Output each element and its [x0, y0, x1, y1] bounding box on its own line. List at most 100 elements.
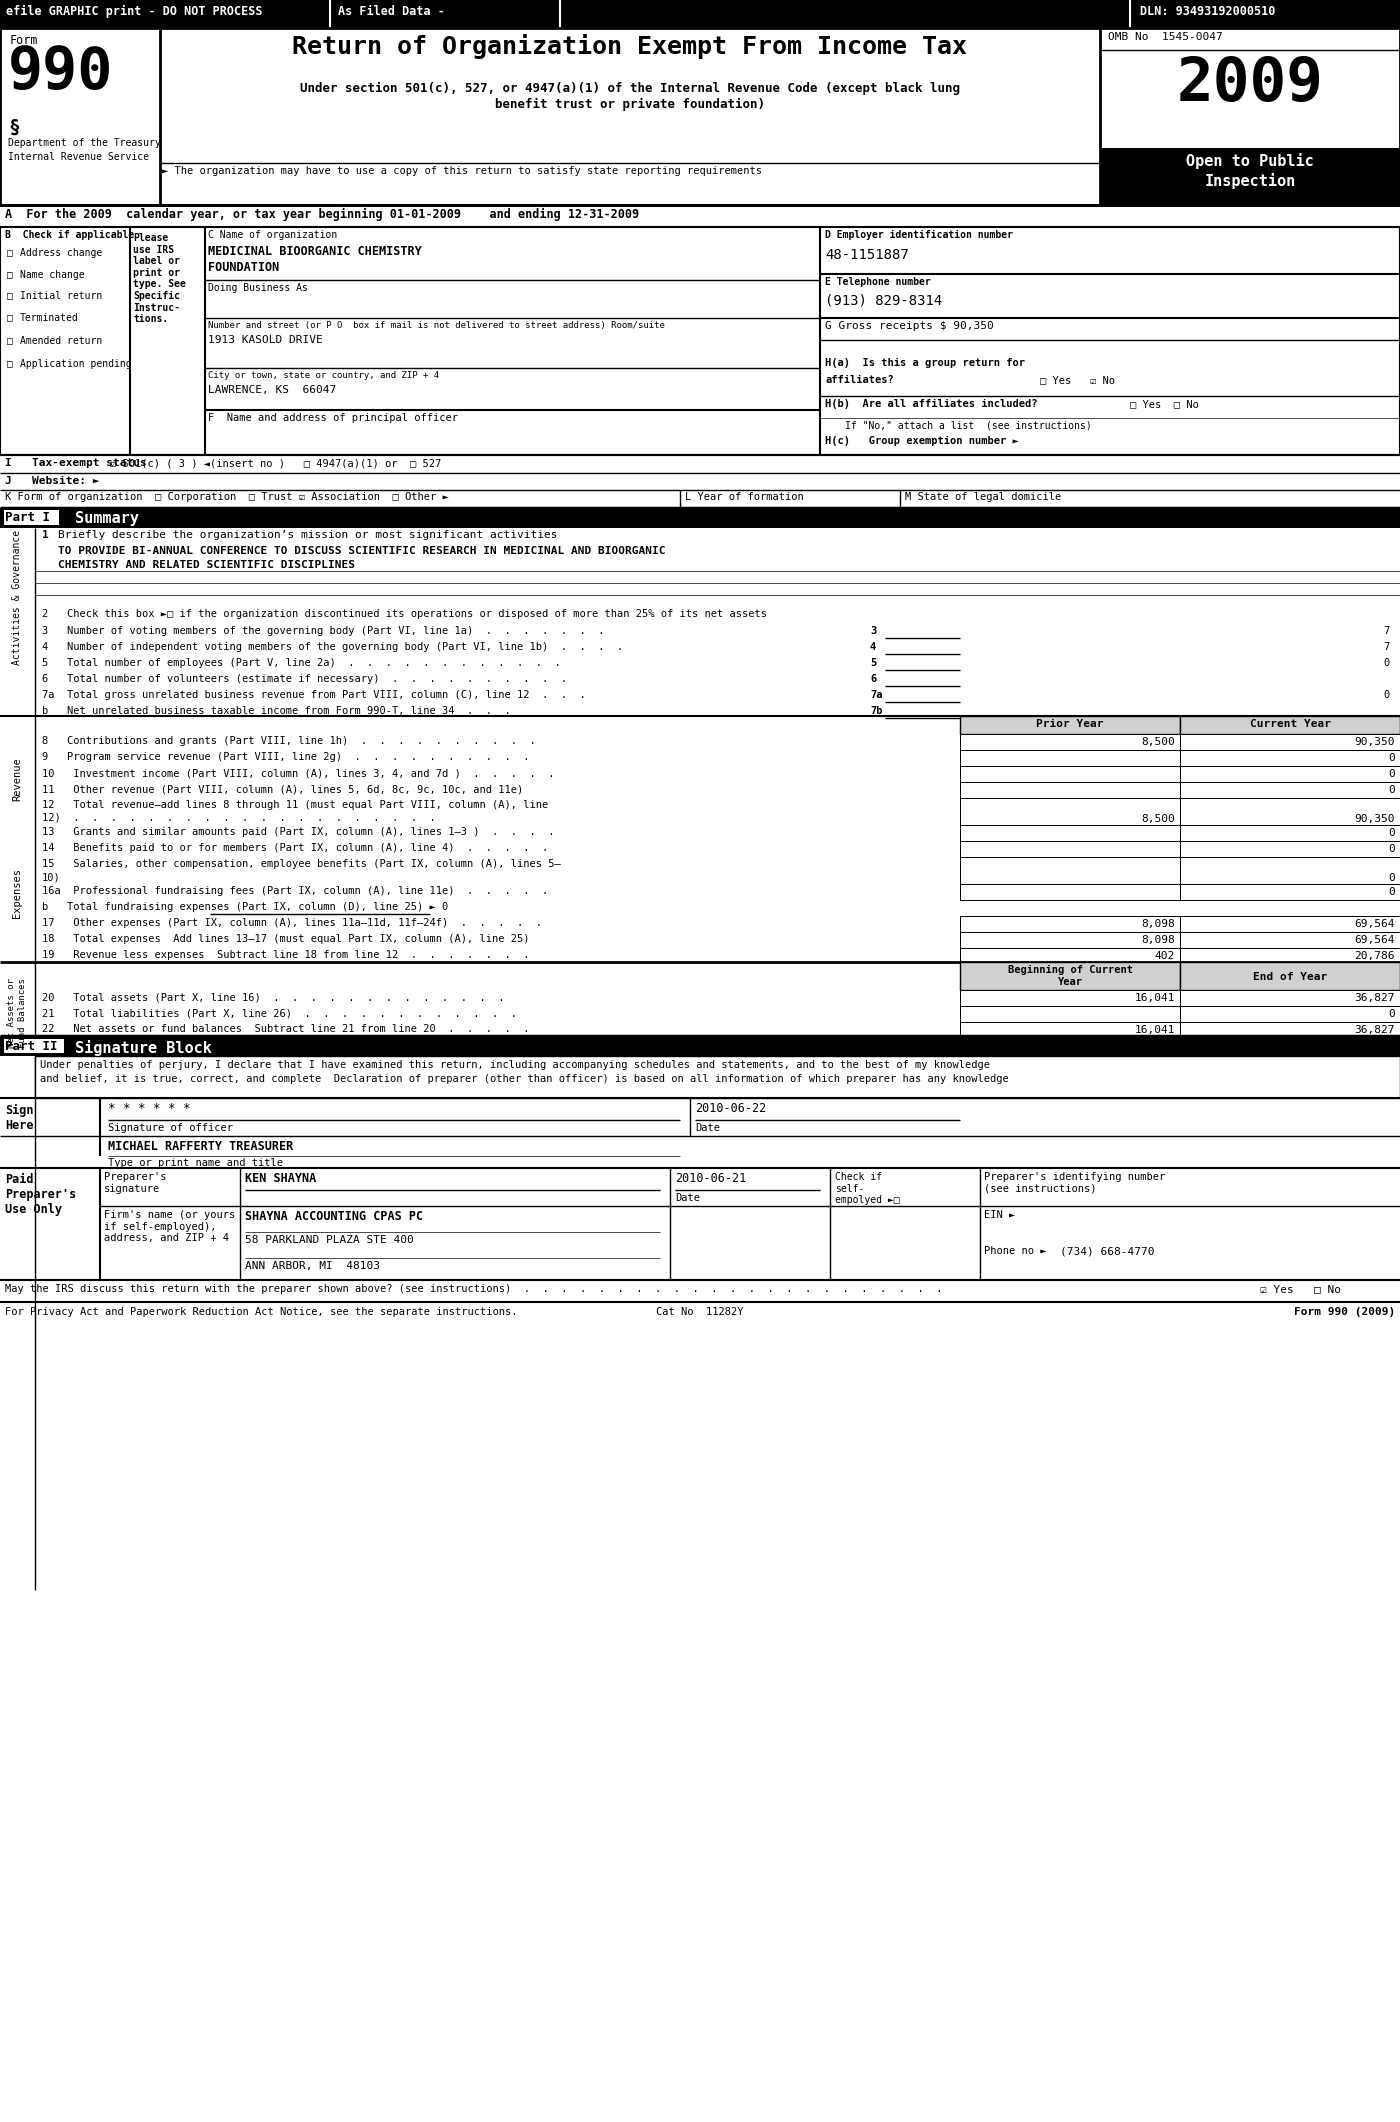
- Text: (734) 668-4770: (734) 668-4770: [1060, 1246, 1155, 1256]
- Text: If "No," attach a list  (see instructions): If "No," attach a list (see instructions…: [846, 420, 1092, 431]
- Bar: [0, 0, 1400, 28]
- Text: □: □: [7, 291, 13, 301]
- Text: 0: 0: [1383, 690, 1390, 700]
- Text: ► The organization may have to use a copy of this return to satisfy state report: ► The organization may have to use a cop…: [162, 166, 762, 176]
- Bar: [960, 991, 1180, 1006]
- Text: 1: 1: [42, 530, 49, 539]
- Bar: [4, 1040, 64, 1053]
- Text: 0: 0: [1389, 828, 1394, 838]
- Text: H(a)  Is this a group return for: H(a) Is this a group return for: [825, 359, 1025, 367]
- Bar: [1180, 766, 1400, 783]
- Text: Phone no ►: Phone no ►: [984, 1246, 1047, 1256]
- Text: Open to Public: Open to Public: [1186, 153, 1313, 170]
- Bar: [1180, 825, 1400, 840]
- Text: 0: 0: [1389, 1008, 1394, 1019]
- Bar: [960, 798, 1180, 825]
- Text: 6: 6: [869, 675, 876, 683]
- Bar: [960, 1006, 1180, 1023]
- Text: For Privacy Act and Paperwork Reduction Act Notice, see the separate instruction: For Privacy Act and Paperwork Reduction …: [6, 1307, 518, 1318]
- Text: □: □: [7, 248, 13, 259]
- Text: Prior Year: Prior Year: [1036, 719, 1103, 730]
- Text: Current Year: Current Year: [1249, 719, 1330, 730]
- Text: benefit trust or private foundation): benefit trust or private foundation): [496, 98, 764, 110]
- Text: 58 PARKLAND PLAZA STE 400: 58 PARKLAND PLAZA STE 400: [245, 1235, 414, 1246]
- Text: May the IRS discuss this return with the preparer shown above? (see instructions: May the IRS discuss this return with the…: [6, 1284, 942, 1294]
- Text: Briefly describe the organization’s mission or most significant activities: Briefly describe the organization’s miss…: [57, 530, 557, 539]
- Bar: [960, 840, 1180, 857]
- Text: 0: 0: [1389, 753, 1394, 764]
- Text: 3: 3: [869, 626, 876, 637]
- Text: J   Website: ►: J Website: ►: [6, 475, 99, 486]
- Text: 16,041: 16,041: [1134, 993, 1175, 1004]
- Text: End of Year: End of Year: [1253, 972, 1327, 982]
- Text: I   Tax-exempt status: I Tax-exempt status: [6, 458, 147, 469]
- Text: Internal Revenue Service: Internal Revenue Service: [8, 153, 148, 161]
- Text: 13   Grants and similar amounts paid (Part IX, column (A), lines 1–3 )  .  .  . : 13 Grants and similar amounts paid (Part…: [42, 828, 554, 836]
- Text: 0: 0: [1389, 845, 1394, 853]
- Text: H(c)   Group exemption number ►: H(c) Group exemption number ►: [825, 435, 1019, 446]
- Text: City or town, state or country, and ZIP + 4: City or town, state or country, and ZIP …: [209, 371, 440, 380]
- Text: 18   Total expenses  Add lines 13–17 (must equal Part IX, column (A), line 25): 18 Total expenses Add lines 13–17 (must …: [42, 934, 529, 944]
- Text: B  Check if applicable: B Check if applicable: [6, 229, 134, 240]
- Bar: [0, 28, 1400, 206]
- Text: Net Assets or
Fund Balances: Net Assets or Fund Balances: [7, 978, 27, 1048]
- Text: * * * * * *: * * * * * *: [108, 1101, 190, 1114]
- Text: □: □: [7, 359, 13, 369]
- Text: 8,500: 8,500: [1141, 815, 1175, 823]
- Text: ANN ARBOR, MI  48103: ANN ARBOR, MI 48103: [245, 1260, 379, 1271]
- Text: Address change: Address change: [20, 248, 102, 259]
- Text: §: §: [8, 119, 20, 138]
- Text: DLN: 93493192000510: DLN: 93493192000510: [1140, 4, 1275, 17]
- Text: 402: 402: [1155, 951, 1175, 961]
- Text: 7: 7: [1383, 626, 1390, 637]
- Bar: [960, 857, 1180, 885]
- Text: b   Total fundraising expenses (Part IX, column (D), line 25) ► 0: b Total fundraising expenses (Part IX, c…: [42, 902, 448, 912]
- Text: □ Yes  □ No: □ Yes □ No: [1130, 399, 1198, 410]
- Text: □: □: [7, 335, 13, 346]
- Text: Date: Date: [694, 1123, 720, 1133]
- Text: 48-1151887: 48-1151887: [825, 248, 909, 261]
- Bar: [1180, 885, 1400, 900]
- Text: affiliates?: affiliates?: [825, 376, 893, 384]
- Text: FOUNDATION: FOUNDATION: [209, 261, 279, 274]
- Text: Expenses: Expenses: [13, 868, 22, 919]
- Bar: [960, 885, 1180, 900]
- Text: L Year of formation: L Year of formation: [685, 492, 804, 503]
- Bar: [1180, 917, 1400, 932]
- Text: Preparer's
signature: Preparer's signature: [104, 1171, 167, 1193]
- Text: 2010-06-21: 2010-06-21: [675, 1171, 746, 1184]
- Bar: [1180, 1023, 1400, 1038]
- Text: SHAYNA ACCOUNTING CPAS PC: SHAYNA ACCOUNTING CPAS PC: [245, 1210, 423, 1222]
- Text: EIN ►: EIN ►: [984, 1210, 1015, 1220]
- Bar: [1180, 783, 1400, 798]
- Text: Amended return: Amended return: [20, 335, 102, 346]
- Text: 9   Program service revenue (Part VIII, line 2g)  .  .  .  .  .  .  .  .  .  .: 9 Program service revenue (Part VIII, li…: [42, 751, 529, 762]
- Text: 5: 5: [869, 658, 876, 668]
- Text: Inspection: Inspection: [1204, 174, 1295, 189]
- Text: Department of the Treasury: Department of the Treasury: [8, 138, 161, 149]
- Text: 0: 0: [1389, 768, 1394, 779]
- Text: OMB No  1545-0047: OMB No 1545-0047: [1107, 32, 1222, 42]
- Text: Please
use IRS
label or
print or
type. See
Specific
Instruc-
tions.: Please use IRS label or print or type. S…: [133, 233, 186, 325]
- Text: 12)  .  .  .  .  .  .  .  .  .  .  .  .  .  .  .  .  .  .  .  .: 12) . . . . . . . . . . . . . . . . . . …: [42, 813, 435, 823]
- Text: Terminated: Terminated: [20, 314, 78, 323]
- Bar: [960, 734, 1180, 749]
- Text: 2   Check this box ►□ if the organization discontinued its operations or dispose: 2 Check this box ►□ if the organization …: [42, 609, 767, 620]
- Bar: [960, 932, 1180, 949]
- Text: CHEMISTRY AND RELATED SCIENTIFIC DISCIPLINES: CHEMISTRY AND RELATED SCIENTIFIC DISCIPL…: [57, 560, 356, 571]
- Text: 990: 990: [8, 45, 113, 102]
- Text: 10): 10): [42, 872, 60, 883]
- Text: □: □: [7, 269, 13, 280]
- Text: Under section 501(c), 527, or 4947(a)(1) of the Internal Revenue Code (except bl: Under section 501(c), 527, or 4947(a)(1)…: [300, 83, 960, 95]
- Bar: [0, 507, 1400, 528]
- Text: 19   Revenue less expenses  Subtract line 18 from line 12  .  .  .  .  .  .  .: 19 Revenue less expenses Subtract line 1…: [42, 951, 529, 959]
- Text: 90,350: 90,350: [1355, 815, 1394, 823]
- Text: Name change: Name change: [20, 269, 84, 280]
- Text: 11   Other revenue (Part VIII, column (A), lines 5, 6d, 8c, 9c, 10c, and 11e): 11 Other revenue (Part VIII, column (A),…: [42, 783, 524, 794]
- Text: A  For the 2009  calendar year, or tax year beginning 01-01-2009    and ending 1: A For the 2009 calendar year, or tax yea…: [6, 208, 640, 221]
- Text: Under penalties of perjury, I declare that I have examined this return, includin: Under penalties of perjury, I declare th…: [41, 1061, 990, 1069]
- Text: D Employer identification number: D Employer identification number: [825, 229, 1014, 240]
- Text: Date: Date: [675, 1193, 700, 1203]
- Bar: [1180, 949, 1400, 963]
- Text: 90,350: 90,350: [1355, 736, 1394, 747]
